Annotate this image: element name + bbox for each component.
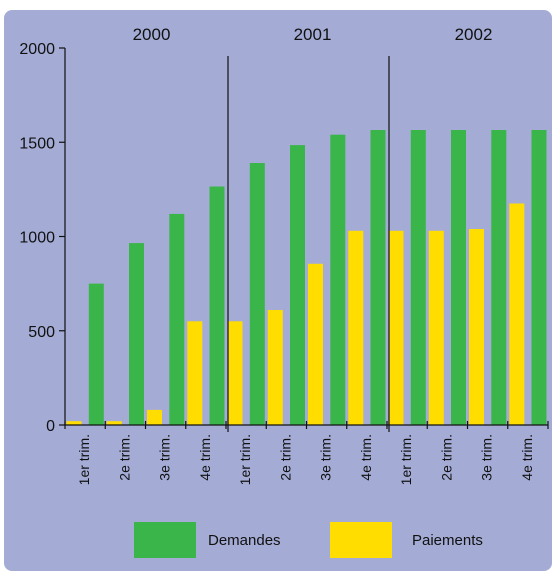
category-label-10: 2e trim. [438, 434, 454, 481]
demandes-bar-6 [290, 145, 305, 425]
paiements-bar-9 [388, 230, 404, 425]
demandes-bar-1 [88, 283, 104, 425]
legend-swatch-paiements [330, 522, 392, 558]
category-label-4: 4e trim. [197, 434, 213, 481]
paiements-bar-6 [267, 310, 283, 425]
y-tick-label-0: 0 [46, 418, 55, 435]
paiements-bar-7 [308, 263, 323, 425]
category-label-2: 2e trim. [116, 434, 132, 481]
paiements-bar-11 [469, 229, 484, 425]
category-label-7: 3e trim. [318, 434, 334, 481]
demandes-bar-5 [249, 163, 265, 425]
y-tick-label-2000: 2000 [19, 41, 55, 58]
demandes-bar-10 [451, 130, 466, 425]
paiements-bar-12 [509, 203, 525, 425]
demandes-bar-12 [531, 130, 547, 425]
legend-label-paiements: Paiements [412, 532, 483, 549]
category-label-8: 4e trim. [358, 434, 374, 481]
demandes-bar-7 [330, 134, 346, 425]
demandes-bar-11 [491, 130, 507, 425]
legend-label-demandes: Demandes [208, 532, 281, 549]
y-tick-label-500: 500 [28, 324, 55, 341]
year-label-2002: 2002 [455, 25, 493, 44]
paiements-bar-2 [106, 421, 122, 425]
y-tick-label-1500: 1500 [19, 135, 55, 152]
paiements-bar-1 [66, 421, 82, 425]
paiements-bar-10 [428, 230, 444, 425]
category-label-3: 3e trim. [157, 434, 173, 481]
paiements-bar-8 [348, 230, 364, 425]
year-label-2001: 2001 [294, 25, 332, 44]
y-tick-label-1000: 1000 [19, 230, 55, 247]
category-label-6: 2e trim. [277, 434, 293, 481]
category-label-9: 1er trim. [398, 434, 414, 485]
demandes-bar-4 [209, 186, 225, 425]
paiements-bar-4 [187, 321, 203, 425]
legend-swatch-demandes [134, 522, 196, 558]
category-label-11: 3e trim. [479, 434, 495, 481]
demandes-bar-9 [410, 130, 426, 425]
category-label-5: 1er trim. [237, 434, 253, 485]
demandes-bar-2 [129, 243, 144, 425]
demandes-bar-3 [169, 213, 185, 425]
paiements-bar-3 [147, 409, 162, 425]
category-label-1: 1er trim. [76, 434, 92, 485]
category-label-12: 4e trim. [519, 434, 535, 481]
paiements-bar-5 [227, 321, 243, 425]
year-label-2000: 2000 [133, 25, 171, 44]
demandes-bar-8 [370, 130, 386, 425]
